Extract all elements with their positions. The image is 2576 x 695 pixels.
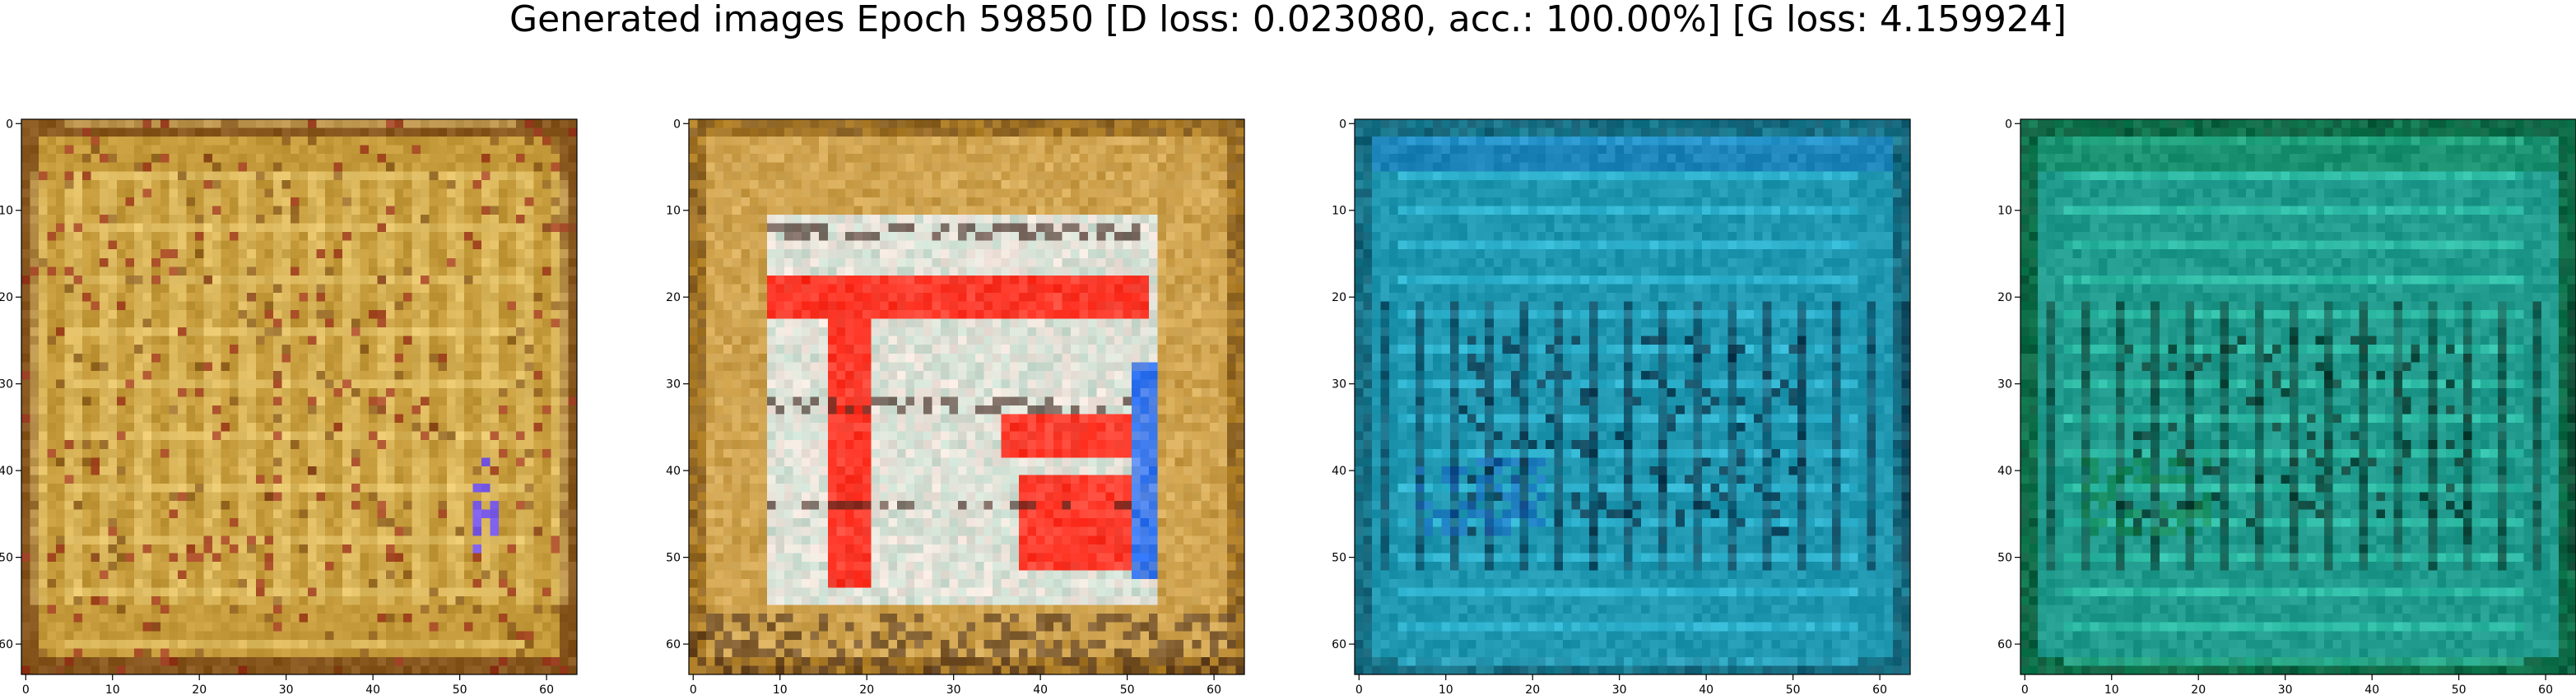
y-tick-label: 60 bbox=[1332, 638, 1346, 651]
y-tick-label: 50 bbox=[1997, 552, 2012, 565]
generated-image-1-axes: 0 10 20 30 40 50 60 0 10 20 30 40 50 60 bbox=[0, 118, 578, 695]
y-tick-label: 40 bbox=[1332, 465, 1346, 478]
y-tick-label: 30 bbox=[1332, 378, 1346, 392]
x-tick-label: 10 bbox=[773, 683, 788, 695]
x-tick-label: 60 bbox=[1207, 683, 1221, 695]
x-tick-label: 20 bbox=[2191, 683, 2206, 695]
x-tick-label: 30 bbox=[946, 683, 961, 695]
y-tick-label: 0 bbox=[2005, 118, 2012, 131]
generated-image-1 bbox=[21, 119, 578, 675]
x-tick-label: 40 bbox=[1033, 683, 1048, 695]
y-tick-label: 10 bbox=[0, 205, 13, 218]
y-tick-label: 10 bbox=[666, 205, 681, 218]
y-tick-label: 40 bbox=[666, 465, 681, 478]
y-tick-label: 10 bbox=[1332, 205, 1346, 218]
x-tick-label: 40 bbox=[1699, 683, 1713, 695]
x-tick-label: 30 bbox=[1612, 683, 1627, 695]
y-tick-label: 30 bbox=[666, 378, 681, 392]
y-tick-label: 20 bbox=[0, 291, 13, 304]
x-tick-label: 50 bbox=[1120, 683, 1135, 695]
x-tick-label: 60 bbox=[2538, 683, 2553, 695]
y-tick-label: 20 bbox=[1332, 291, 1346, 304]
x-tick-label: 20 bbox=[1525, 683, 1540, 695]
y-tick-label: 10 bbox=[1997, 205, 2012, 218]
x-tick-label: 20 bbox=[859, 683, 874, 695]
y-tick-label: 0 bbox=[673, 118, 681, 131]
x-tick-label: 30 bbox=[279, 683, 294, 695]
y-tick-label: 40 bbox=[0, 465, 13, 478]
y-tick-label: 60 bbox=[1997, 638, 2012, 651]
y-tick-label: 0 bbox=[1339, 118, 1346, 131]
x-tick-label: 0 bbox=[1355, 683, 1363, 695]
x-tick-label: 40 bbox=[365, 683, 380, 695]
y-tick-label: 20 bbox=[666, 291, 681, 304]
generated-image-4 bbox=[2020, 119, 2576, 675]
x-tick-label: 50 bbox=[2452, 683, 2467, 695]
y-tick-label: 50 bbox=[666, 552, 681, 565]
axes-frame bbox=[1354, 118, 1911, 675]
x-tick-label: 10 bbox=[1439, 683, 1453, 695]
axes-frame bbox=[21, 118, 578, 675]
y-tick-label: 20 bbox=[1997, 291, 2012, 304]
image-panel-3: 0 10 20 30 40 50 60 0 10 20 30 40 50 60 bbox=[1332, 118, 1911, 695]
x-tick-label: 40 bbox=[2364, 683, 2379, 695]
y-tick-label: 40 bbox=[1997, 465, 2012, 478]
y-tick-label: 60 bbox=[0, 638, 13, 651]
x-tick-label: 10 bbox=[105, 683, 120, 695]
image-panel-4: 0 10 20 30 40 50 60 0 10 20 30 40 50 60 bbox=[1997, 118, 2576, 695]
x-tick-label: 50 bbox=[1786, 683, 1801, 695]
x-tick-label: 20 bbox=[192, 683, 207, 695]
figure-title: Generated images Epoch 59850 [D loss: 0.… bbox=[509, 0, 2067, 40]
x-tick-label: 0 bbox=[690, 683, 697, 695]
y-tick-label: 50 bbox=[1332, 552, 1346, 565]
image-panel-2: 0 10 20 30 40 50 60 0 10 20 30 40 50 60 bbox=[666, 118, 1245, 695]
x-tick-label: 0 bbox=[2021, 683, 2029, 695]
axes-frame bbox=[2020, 118, 2576, 675]
y-tick-label: 60 bbox=[666, 638, 681, 651]
generated-image-2-axes: 0 10 20 30 40 50 60 0 10 20 30 40 50 60 bbox=[666, 118, 1245, 695]
x-tick-label: 60 bbox=[1872, 683, 1887, 695]
x-tick-label: 0 bbox=[22, 683, 30, 695]
y-tick-label: 50 bbox=[0, 552, 13, 565]
axes-frame bbox=[688, 118, 1245, 675]
x-tick-label: 60 bbox=[539, 683, 554, 695]
generated-image-3 bbox=[1355, 119, 1911, 675]
image-panel-1: 0 10 20 30 40 50 60 0 10 20 30 40 50 60 bbox=[0, 118, 578, 695]
x-tick-label: 30 bbox=[2278, 683, 2293, 695]
x-tick-label: 10 bbox=[2104, 683, 2119, 695]
y-tick-label: 30 bbox=[0, 378, 13, 392]
generated-image-2 bbox=[689, 119, 1245, 675]
generated-image-4-axes: 0 10 20 30 40 50 60 0 10 20 30 40 50 60 bbox=[1997, 118, 2576, 695]
y-tick-label: 30 bbox=[1997, 378, 2012, 392]
y-tick-label: 0 bbox=[6, 118, 13, 131]
x-tick-label: 50 bbox=[453, 683, 467, 695]
generated-image-3-axes: 0 10 20 30 40 50 60 0 10 20 30 40 50 60 bbox=[1332, 118, 1911, 695]
